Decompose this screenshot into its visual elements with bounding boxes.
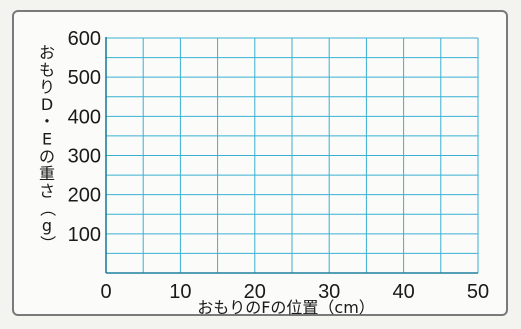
y-tick-label: 600	[68, 28, 101, 50]
x-tick-label: 10	[169, 281, 191, 303]
y-axis-label-char: g	[42, 216, 52, 235]
y-axis-label-char: も	[39, 60, 55, 79]
x-tick-label: 30	[318, 281, 340, 303]
y-tick-label: 200	[68, 185, 101, 207]
chart-axes	[105, 37, 478, 274]
y-axis-label-char: E	[42, 130, 52, 149]
y-tick-label: 500	[68, 67, 101, 89]
y-axis-label-char: 重	[39, 164, 55, 183]
x-tick-label: 40	[392, 281, 414, 303]
y-axis-label-char: D	[41, 95, 53, 114]
chart-frame	[12, 10, 508, 316]
y-tick-label: 400	[68, 106, 101, 128]
x-tick-labels: 0 10 20 30 40 50	[100, 281, 489, 303]
y-tick-label: 100	[68, 224, 101, 246]
x-axis-label: おもりのFの位置（cm）	[197, 298, 375, 317]
y-axis-label-char: り	[39, 78, 55, 97]
y-tick-label: 300	[68, 146, 101, 168]
chart-grid	[106, 37, 479, 273]
y-axis-label-char: （	[38, 201, 57, 217]
y-axis-label-char: ・	[39, 112, 55, 131]
x-tick-label: 20	[244, 281, 266, 303]
x-tick-label: 50	[467, 281, 489, 303]
y-axis-label-char: の	[39, 147, 55, 166]
x-tick-label: 0	[100, 281, 111, 303]
y-tick-labels: 100 200 300 400 500 600	[68, 28, 101, 246]
y-axis-label-char: さ	[39, 181, 55, 200]
y-axis-label-char: ）	[38, 235, 57, 251]
y-axis-label-char: お	[39, 43, 55, 62]
